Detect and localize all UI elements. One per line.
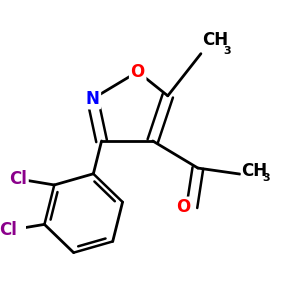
Text: O: O <box>130 63 145 81</box>
Text: Cl: Cl <box>9 170 27 188</box>
Text: O: O <box>176 198 190 216</box>
Text: N: N <box>85 90 100 108</box>
Text: CH: CH <box>242 162 268 180</box>
Text: 3: 3 <box>262 173 270 183</box>
Text: CH: CH <box>202 31 229 49</box>
Text: Cl: Cl <box>0 221 17 239</box>
Text: 3: 3 <box>223 46 230 56</box>
